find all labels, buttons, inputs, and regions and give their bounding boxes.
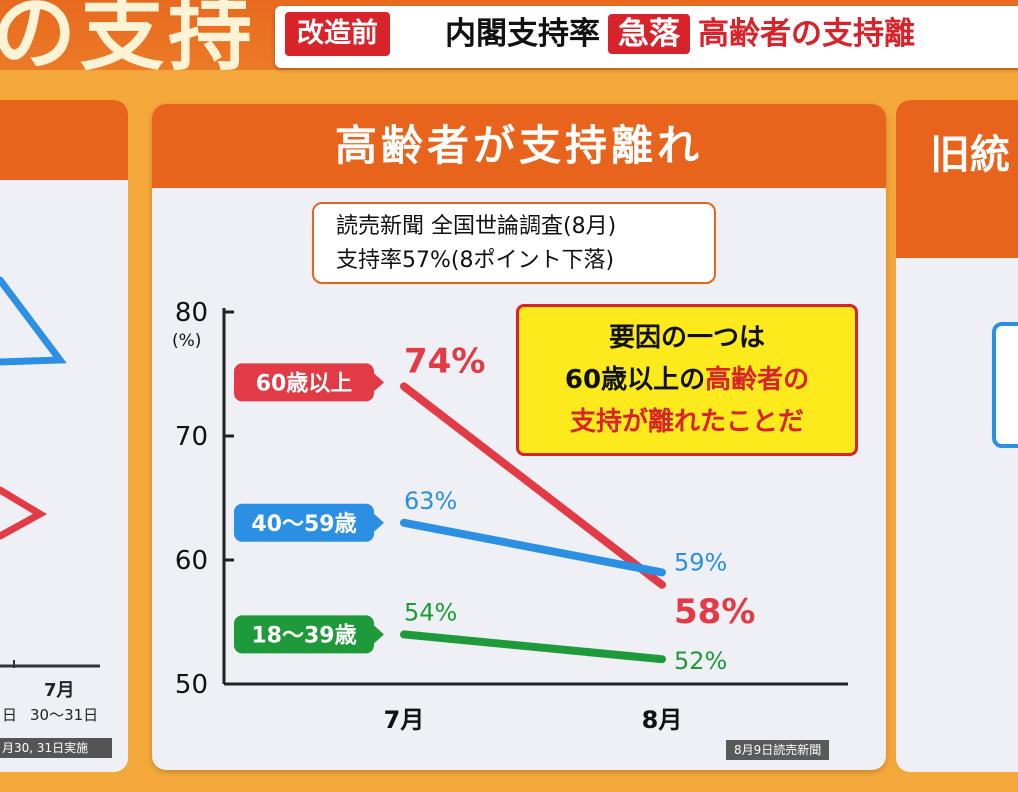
headline-part-a: 内閣支持率 (445, 16, 600, 52)
callout-line-3: 支持が離れたことだ (519, 401, 855, 443)
headline-badge: 急落 (608, 14, 690, 54)
series-name: 18～39歳 (251, 623, 356, 648)
series-name: 40～59歳 (251, 512, 356, 537)
callout-line-2: 60歳以上の高齢者の (519, 359, 855, 401)
series-pill (234, 503, 374, 542)
left-panel-tick: 7月 (44, 680, 75, 701)
data-label: 63% (404, 487, 457, 515)
data-label: 52% (674, 647, 727, 675)
headline-part-b: 高齢者の支持離 (698, 16, 915, 52)
series-line (400, 518, 666, 577)
y-tick-label: 70 (175, 422, 208, 452)
series-pill (234, 363, 374, 402)
left-panel-date-prefix: 日 (2, 706, 18, 724)
headline-tag: 改造前 (285, 12, 390, 56)
main-chart-panel: 高齢者が支持離れ 読売新聞 全国世論調査(8月) 支持率57%(8ポイント下落)… (152, 104, 886, 770)
callout-line-3a: 支持 (569, 407, 622, 437)
source-credit: 8月9日読売新聞 (726, 740, 830, 760)
x-tick-label: 7月 (384, 706, 425, 734)
y-tick-label: 80 (175, 298, 208, 328)
source-line-1: 読売新聞 全国世論調査(8月) (336, 214, 617, 239)
series-line (400, 382, 666, 589)
y-axis-unit: (%) (172, 331, 201, 351)
source-line-2: 支持率57%(8ポイント下落) (336, 248, 615, 273)
left-neighbor-panel: 7月 日 30～31日 月30, 31日実施 (0, 100, 128, 772)
headline-text: 内閣支持率 急落 高齢者の支持離 (445, 12, 915, 56)
callout-line-2a: 60歳以上の (564, 365, 706, 395)
series-name: 60歳以上 (256, 371, 353, 396)
panel-title: 高齢者が支持離れ (152, 104, 886, 188)
headline-bar: 改造前 内閣支持率 急落 高齢者の支持離 (275, 6, 1018, 68)
y-tick-label: 50 (175, 670, 208, 700)
left-panel-dates: 30～31日 (30, 706, 99, 724)
series-pill-pointer (374, 373, 384, 392)
y-tick-label: 60 (175, 546, 208, 576)
left-panel-footer: 月30, 31日実施 (0, 738, 112, 758)
left-panel-lines (0, 276, 100, 668)
data-label: 54% (404, 598, 457, 626)
line-chart: 50 60 70 80 (%) 7月 8月 60歳以上 74% 58% 40～59歳 63% 59% 1… (172, 298, 848, 734)
right-panel-header: 旧統 (896, 100, 1018, 258)
callout-box: 要因の一つは 60歳以上の高齢者の 支持が離れたことだ (516, 304, 858, 456)
data-label: 74% (404, 341, 485, 381)
series-line (400, 630, 666, 664)
data-label: 58% (674, 592, 755, 632)
background-title: の支持 (0, 0, 257, 70)
right-neighbor-panel: 旧統 (896, 100, 1018, 772)
left-panel-header (0, 100, 128, 180)
right-panel-title: 旧統 (930, 132, 1010, 178)
series-pill-pointer (374, 625, 384, 644)
callout-line-2b: 高齢者の (705, 365, 810, 395)
right-panel-box (992, 322, 1018, 448)
data-label: 59% (674, 548, 727, 576)
callout-line-3b: が離れたことだ (622, 407, 805, 437)
x-tick-label: 8月 (642, 706, 683, 734)
series-pill (234, 615, 374, 654)
source-box: 読売新聞 全国世論調査(8月) 支持率57%(8ポイント下落) (312, 202, 716, 284)
callout-line-1: 要因の一つは (608, 323, 765, 353)
series-pill-pointer (374, 513, 384, 532)
